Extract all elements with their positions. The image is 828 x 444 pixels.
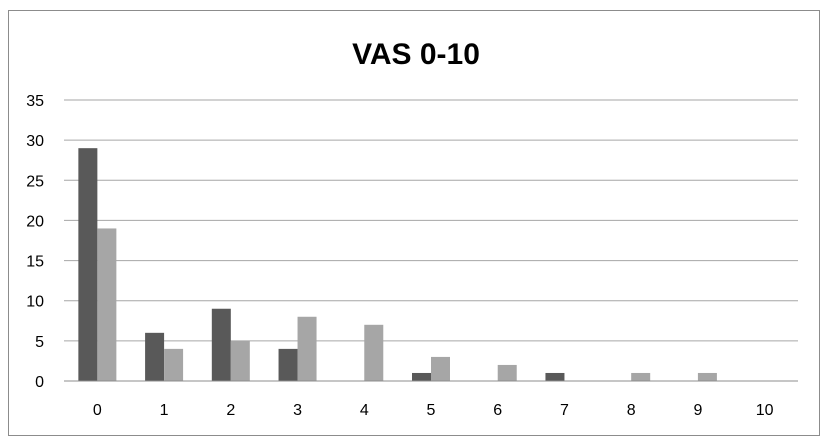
y-tick-label: 35 [26,93,44,110]
chart-frame [8,10,820,436]
y-tick-label: 0 [35,374,44,391]
bar-series-1 [145,332,165,381]
x-tick-label: 7 [560,402,569,419]
bar-series-2 [230,340,250,381]
bar-series-1 [211,308,231,381]
bars [78,148,717,381]
bar-series-2 [297,316,317,381]
x-tick-label: 9 [693,402,702,419]
bar-series-1 [278,348,298,381]
y-tick-label: 10 [26,294,44,311]
bar-series-2 [97,228,117,381]
bar-series-2 [697,372,717,381]
bar-series-2 [364,324,384,381]
bar-series-2 [631,372,651,381]
x-tick-label: 1 [160,402,169,419]
x-axis-ticks: 0 1 2 3 4 5 6 7 8 9 10 [93,402,774,419]
y-tick-label: 20 [26,213,44,230]
x-tick-label: 4 [360,402,369,419]
gridlines [64,99,798,342]
chart-title: VAS 0-10 [352,38,480,71]
x-tick-label: 2 [226,402,235,419]
bar-series-1 [545,372,565,381]
bar-series-1 [78,148,98,381]
y-tick-label: 15 [26,254,44,271]
y-tick-label: 25 [26,173,44,190]
y-tick-label: 5 [35,334,44,351]
x-tick-label: 6 [493,402,502,419]
y-tick-label: 30 [26,133,44,150]
bar-series-2 [431,356,450,381]
bar-series-2 [497,364,517,381]
y-axis-ticks: 0 5 10 15 20 25 30 35 [26,93,44,391]
x-tick-label: 8 [627,402,636,419]
x-tick-label: 5 [427,402,436,419]
x-tick-label: 10 [756,402,774,419]
x-tick-label: 3 [293,402,302,419]
bar-series-1 [412,372,431,381]
x-tick-label: 0 [93,402,102,419]
bar-series-2 [164,348,184,381]
